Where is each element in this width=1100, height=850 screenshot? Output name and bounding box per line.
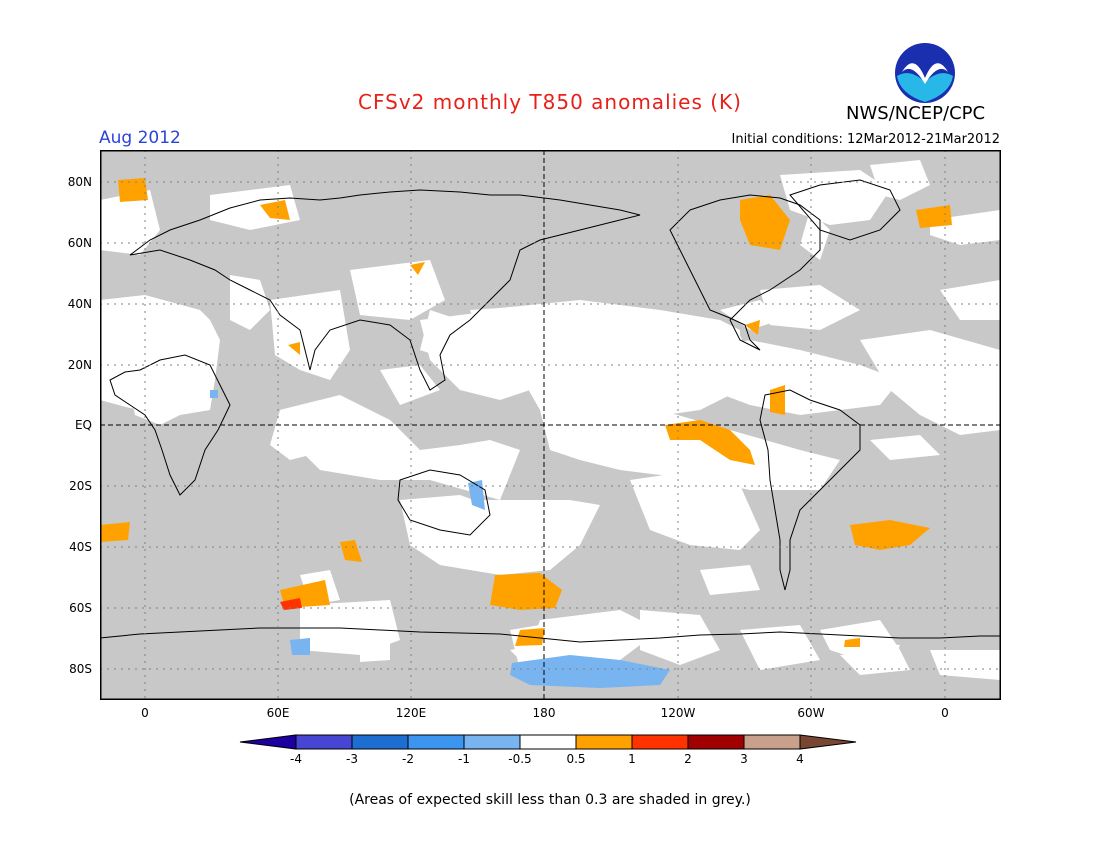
lat-label: 60N (67, 236, 92, 250)
map-frame (100, 150, 1001, 700)
strong-positive-anomaly-regions (280, 598, 302, 610)
colorbar-left-arrow (239, 734, 297, 750)
colorbar-tick-label: 3 (740, 752, 748, 766)
lat-label: 60S (69, 601, 92, 615)
anomaly-map (100, 150, 1001, 700)
colorbar-tick-label: 0.5 (566, 752, 586, 766)
colorbar-box (519, 734, 577, 750)
colorbar-box (351, 734, 409, 750)
lon-label: 120W (660, 706, 696, 720)
skill-footnote: (Areas of expected skill less than 0.3 a… (349, 792, 751, 808)
reference-lines (100, 150, 1001, 700)
initial-conditions-label: Initial conditions: 12Mar2012-21Mar2012 (731, 132, 1001, 147)
organization-label: NWS/NCEP/CPC (846, 103, 986, 124)
lon-label: 60E (266, 706, 290, 720)
noaa-logo (894, 42, 956, 104)
colorbar-tick-label: -1 (458, 752, 470, 766)
lat-label: 40N (67, 297, 92, 311)
valid-month-label: Aug 2012 (99, 128, 181, 148)
colorbar-tick-label: -0.5 (508, 752, 532, 766)
colorbar-box (631, 734, 689, 750)
coastlines (100, 179, 1001, 643)
colorbar-tick-label: 2 (684, 752, 692, 766)
negative-anomaly-regions (210, 390, 670, 688)
chart-title: CFSv2 monthly T850 anomalies (K) (358, 90, 742, 114)
lon-label: 60W (797, 706, 825, 720)
colorbar-box (575, 734, 633, 750)
colorbar-tick-label: 1 (628, 752, 636, 766)
colorbar-tick-label: -4 (290, 752, 302, 766)
lon-label: 0 (941, 706, 949, 720)
lat-label: 20S (69, 479, 92, 493)
lat-label: 80S (69, 662, 92, 676)
lon-label: 120E (395, 706, 427, 720)
colorbar-tick-label: 4 (796, 752, 804, 766)
lon-label: 0 (141, 706, 149, 720)
lat-label: EQ (74, 418, 92, 432)
lat-label: 80N (67, 175, 92, 189)
lat-label: 20N (67, 358, 92, 372)
colorbar-box (687, 734, 745, 750)
colorbar (239, 734, 857, 750)
colorbar-box (743, 734, 801, 750)
colorbar-tick-label: -3 (346, 752, 358, 766)
lon-label: 180 (532, 706, 556, 720)
lat-label: 40S (69, 540, 92, 554)
colorbar-box (295, 734, 353, 750)
colorbar-right-arrow (799, 734, 857, 750)
colorbar-tick-label: -2 (402, 752, 414, 766)
colorbar-box (407, 734, 465, 750)
colorbar-box (463, 734, 521, 750)
